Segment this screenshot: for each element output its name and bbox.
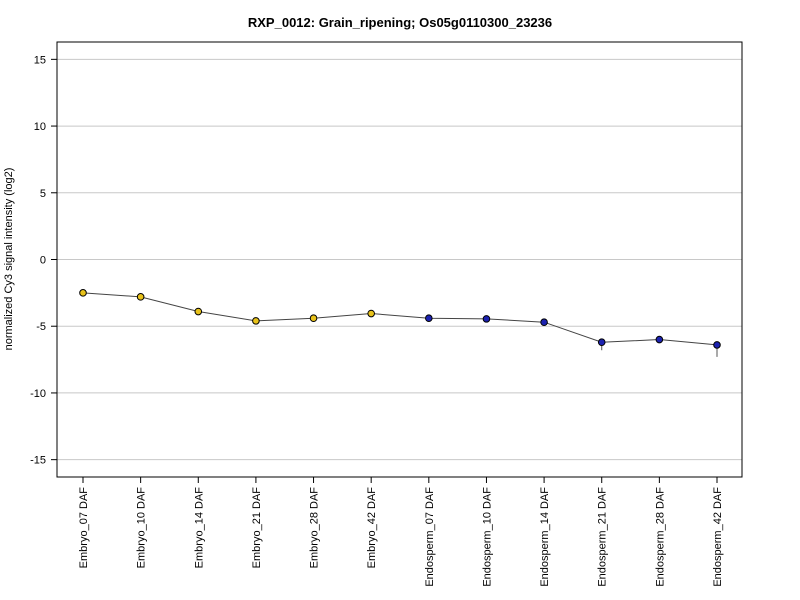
y-tick-label: -15 <box>30 455 46 467</box>
chart-title: RXP_0012: Grain_ripening; Os05g0110300_2… <box>248 15 552 30</box>
y-tick-label: 0 <box>40 255 46 267</box>
x-tick-label: Embryo_42 DAF <box>366 487 378 569</box>
y-tick-label: 15 <box>34 54 46 66</box>
y-tick-label: 5 <box>40 188 46 200</box>
x-axis: Embryo_07 DAF Embryo_10 DAF Embryo_14 DAF E… <box>78 477 724 587</box>
series <box>79 289 721 357</box>
data-point <box>655 335 664 344</box>
series-line <box>82 292 718 346</box>
x-tick-label: Endosperm_42 DAF <box>712 487 724 587</box>
grid <box>57 58 742 461</box>
y-tick-label: -5 <box>36 321 46 333</box>
y-tick-label: -10 <box>30 388 46 400</box>
data-point <box>194 307 203 316</box>
x-tick-label: Embryo_07 DAF <box>78 487 90 569</box>
data-point <box>367 309 375 318</box>
data-point <box>136 293 145 301</box>
y-axis-label: normalized Cy3 signal intensity (log2) <box>3 168 15 351</box>
data-point <box>252 317 260 325</box>
x-tick-label: Endosperm_07 DAF <box>424 487 436 587</box>
x-tick-label: Embryo_14 DAF <box>193 487 205 569</box>
x-tick-label: Endosperm_28 DAF <box>654 487 666 587</box>
x-tick-label: Endosperm_21 DAF <box>597 487 609 587</box>
x-tick-label: Endosperm_14 DAF <box>539 487 551 587</box>
data-point <box>540 318 548 327</box>
x-tick-label: Embryo_10 DAF <box>136 487 148 569</box>
x-tick-label: Endosperm_10 DAF <box>481 487 493 587</box>
data-point <box>713 341 721 349</box>
y-tick-label: 10 <box>34 121 46 133</box>
x-tick-label: Embryo_28 DAF <box>309 487 321 569</box>
data-point <box>482 315 491 323</box>
x-tick-label: Embryo_21 DAF <box>251 487 263 569</box>
data-point <box>425 314 433 323</box>
data-point <box>79 289 87 297</box>
y-axis: 15 10 5 0 -5 -10 -15 <box>30 54 57 467</box>
data-point <box>597 338 606 347</box>
data-point <box>309 314 318 323</box>
